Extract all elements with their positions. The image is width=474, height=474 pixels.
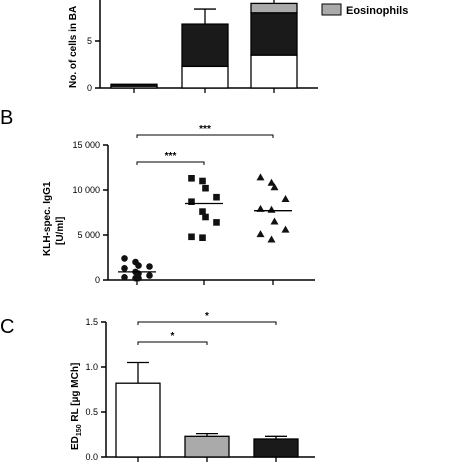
panel-b-point-square: [188, 233, 195, 241]
panel-a-y-tick-label: 0: [87, 83, 92, 93]
panel-b-point-circle: [121, 274, 128, 281]
panel-b-point-circle: [135, 262, 142, 269]
panel-b-point-triangle: [267, 235, 276, 243]
legend: Eosinophils: [321, 3, 408, 17]
panel-c-significance-label: *: [205, 311, 209, 322]
panel-c-significance-label: *: [171, 331, 175, 342]
panel-b-significance: *** ***: [136, 124, 274, 165]
panel-b-point-circle: [121, 255, 128, 262]
panel-b-point-triangle: [281, 225, 290, 233]
panel-b-significance-label: ***: [199, 124, 211, 135]
panel-c-significance-bracket: [137, 321, 277, 325]
panel-c-y-label-main: ED: [70, 436, 81, 450]
panel-a-y-label: No. of cells in BA: [68, 6, 79, 88]
panel-b-points: [118, 173, 292, 285]
panel-b-y-label-line1: KLH-spec. IgG1: [42, 181, 53, 256]
panel-b-point-square: [199, 177, 206, 185]
panel-b-point-circle: [146, 272, 153, 279]
panel-b: B KLH-spec. IgG1 [U/ml] 0 5 000 10 000 15 0…: [0, 107, 315, 285]
panel-b-y-label-line2: [U/ml]: [55, 217, 66, 245]
panel-c-significance: **: [137, 311, 277, 345]
panel-b-point-square: [188, 198, 195, 205]
panel-c-bar: [253, 438, 299, 458]
panel-a-bar-segment: [181, 23, 229, 68]
panel-b-letter: B: [0, 107, 13, 129]
panel-a-bar-segment: [250, 54, 298, 89]
panel-b-point-triangle: [267, 178, 276, 186]
panel-b-point-square: [199, 234, 206, 241]
panel-c-y-tick-label: 0.5: [85, 407, 98, 417]
panel-a-bar-segment: [250, 2, 298, 14]
panel-b-point-triangle: [270, 183, 279, 191]
panel-b-point-triangle: [256, 230, 265, 238]
panel-a-bar-segment: [181, 65, 229, 89]
panel-a-y-tick-label: 5: [87, 36, 92, 46]
panel-a-bar-segment: [250, 12, 298, 56]
panel-b-y-tick-label: 10 000: [72, 185, 100, 195]
panel-c-y-label-rest: RL [µg MCh]: [70, 363, 81, 425]
panel-b-y-tick-label: 15 000: [72, 140, 100, 150]
panel-a-bars: [110, 0, 298, 93]
panel-b-point-triangle: [270, 217, 279, 225]
panel-b-point-square: [213, 219, 220, 226]
panel-b-significance-label: ***: [165, 151, 177, 162]
panel-b-point-square: [202, 184, 209, 192]
panel-b-point-triangle: [267, 205, 276, 213]
panel-b-point-square: [202, 213, 209, 221]
panel-c-y-tick-label: 1.0: [85, 362, 98, 372]
panel-c-y-label: ED150 RL [µg MCh]: [70, 363, 83, 450]
panel-c-y-tick-label: 1.5: [85, 317, 98, 327]
panel-a-bar-segment: [110, 83, 158, 87]
panel-c-significance-bracket: [137, 341, 208, 345]
panel-b-point-square: [213, 193, 220, 201]
panel-b-point-circle: [121, 265, 128, 272]
panel-b-point-circle: [146, 263, 153, 270]
panel-b-significance-bracket: [136, 134, 274, 138]
panel-b-y-tick-label: 0: [95, 275, 100, 285]
panel-b-significance-bracket: [136, 161, 205, 165]
panel-b-y-tick-label: 5 000: [77, 230, 100, 240]
panel-c-letter: C: [0, 316, 14, 338]
legend-swatch-eosinophils: [321, 3, 342, 16]
panel-a: No. of cells in BA 05 Eosinophils: [68, 0, 408, 93]
panel-c-y-label-sub: 150: [76, 424, 83, 436]
panel-b-y-ticks: 0 5 000 10 000 15 000: [72, 140, 108, 285]
legend-label-eosinophils: Eosinophils: [346, 5, 408, 17]
panel-b-point-circle: [135, 274, 142, 282]
panel-c-bar: [115, 382, 161, 458]
panel-c-y-ticks: 0.0 0.5 1.0 1.5: [85, 317, 106, 462]
panel-c-bars: [115, 361, 299, 462]
panel-c: C ED150 RL [µg MCh] 0.00.51.01.5 **: [0, 311, 315, 462]
panel-c-bar: [184, 435, 230, 458]
panel-b-point-square: [188, 175, 195, 182]
panel-a-y-ticks: 05: [87, 36, 100, 93]
panel-b-point-triangle: [256, 173, 265, 181]
panel-b-point-square: [199, 208, 206, 215]
panel-b-point-triangle: [281, 195, 290, 202]
panel-c-y-tick-label: 0.0: [85, 452, 98, 462]
